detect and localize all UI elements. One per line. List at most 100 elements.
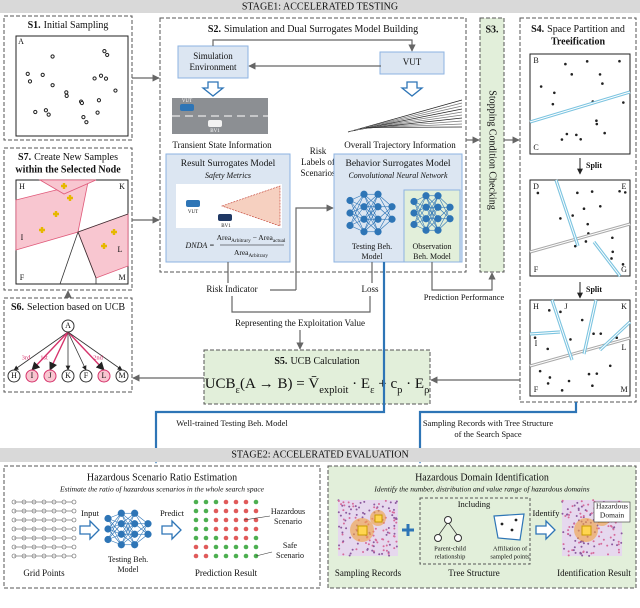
stage-bar [0, 448, 640, 462]
net-node [131, 541, 139, 549]
prediction-point [233, 553, 239, 559]
dot [620, 541, 623, 544]
net-node [346, 209, 354, 217]
dot [569, 511, 572, 514]
step-number: S2. [208, 24, 222, 35]
label: Split [586, 161, 602, 170]
prediction-point [223, 499, 229, 505]
prediction-point [193, 553, 199, 559]
dot [40, 72, 45, 77]
tree-node [434, 534, 442, 542]
stage-title: STAGE2: ACCELERATED EVALUATION [231, 449, 408, 460]
label: BV1 [221, 224, 231, 229]
net-edge [134, 523, 149, 545]
dot [388, 532, 391, 535]
dot [562, 531, 565, 534]
dot [600, 531, 603, 534]
dot [367, 543, 370, 546]
dot [590, 512, 593, 515]
dot [342, 553, 345, 556]
dot [571, 526, 574, 529]
dot [599, 332, 603, 335]
selected-region [15, 181, 89, 251]
dot [591, 384, 594, 388]
prediction-point [213, 517, 219, 523]
prediction-point [203, 544, 209, 550]
dot [364, 541, 367, 544]
dot [337, 499, 340, 502]
dot [27, 79, 33, 84]
prediction-point [253, 508, 259, 514]
prediction-point [223, 526, 229, 532]
dot [340, 526, 343, 529]
net-edge [121, 513, 135, 535]
label: Hazardous [596, 502, 628, 511]
dot [576, 191, 579, 195]
label: H [533, 302, 539, 311]
dot [536, 191, 540, 195]
tree-edge [49, 331, 69, 371]
trajectory [365, 126, 463, 128]
dot [582, 542, 585, 545]
partition-line [599, 321, 631, 351]
label: K [65, 371, 71, 380]
net-node [434, 226, 442, 234]
partition-cell [493, 513, 525, 541]
step-number: S7. [18, 152, 32, 163]
net-edge [349, 194, 365, 214]
tree-node [7, 369, 21, 383]
prediction-point [213, 535, 219, 541]
dot [567, 550, 570, 553]
dot [393, 547, 396, 550]
net-node [360, 190, 368, 198]
net-node [446, 203, 454, 211]
dot [381, 552, 384, 555]
net-node [104, 525, 112, 533]
dot [395, 517, 398, 520]
label: F [20, 273, 25, 282]
label: Behavior Surrogates Model [345, 159, 450, 169]
net-edge [425, 207, 439, 231]
dot [573, 244, 577, 248]
dot [585, 551, 588, 554]
dot [590, 190, 594, 193]
net-node [434, 215, 442, 223]
dot [386, 531, 389, 534]
label: Identify the number, distribution and va… [373, 485, 589, 494]
prediction-point [203, 553, 209, 559]
new-sample [101, 243, 107, 249]
label: Sampling Records with Tree Structure [423, 418, 554, 428]
prediction-point [233, 517, 239, 523]
dot [348, 517, 351, 520]
tree-node [97, 369, 111, 383]
formula-term: + c [375, 376, 398, 392]
label: Hazardous Domain Identification [415, 472, 549, 483]
dot [590, 552, 593, 555]
dot [338, 547, 341, 550]
dot [355, 548, 358, 551]
dot [373, 506, 376, 509]
dot [64, 90, 69, 95]
prediction-point [213, 553, 219, 559]
dot [46, 112, 51, 117]
dot [81, 115, 86, 120]
dot [617, 548, 620, 551]
dot [593, 545, 596, 548]
tree-node [25, 369, 39, 383]
net-node [434, 192, 442, 200]
formula-subscript: ε [236, 385, 241, 396]
label: Hazardous Scenario Ratio Estimation [87, 472, 237, 483]
dot [349, 552, 352, 555]
dot [582, 551, 585, 554]
label: Input [81, 508, 100, 518]
net-node [410, 220, 418, 229]
label: C [533, 143, 538, 152]
connector [431, 262, 496, 291]
partition-line [551, 299, 573, 361]
dot [602, 538, 605, 541]
net-node [422, 192, 430, 200]
label: Prediction Performance [424, 292, 505, 302]
dot [345, 511, 348, 514]
label: J [48, 371, 51, 380]
